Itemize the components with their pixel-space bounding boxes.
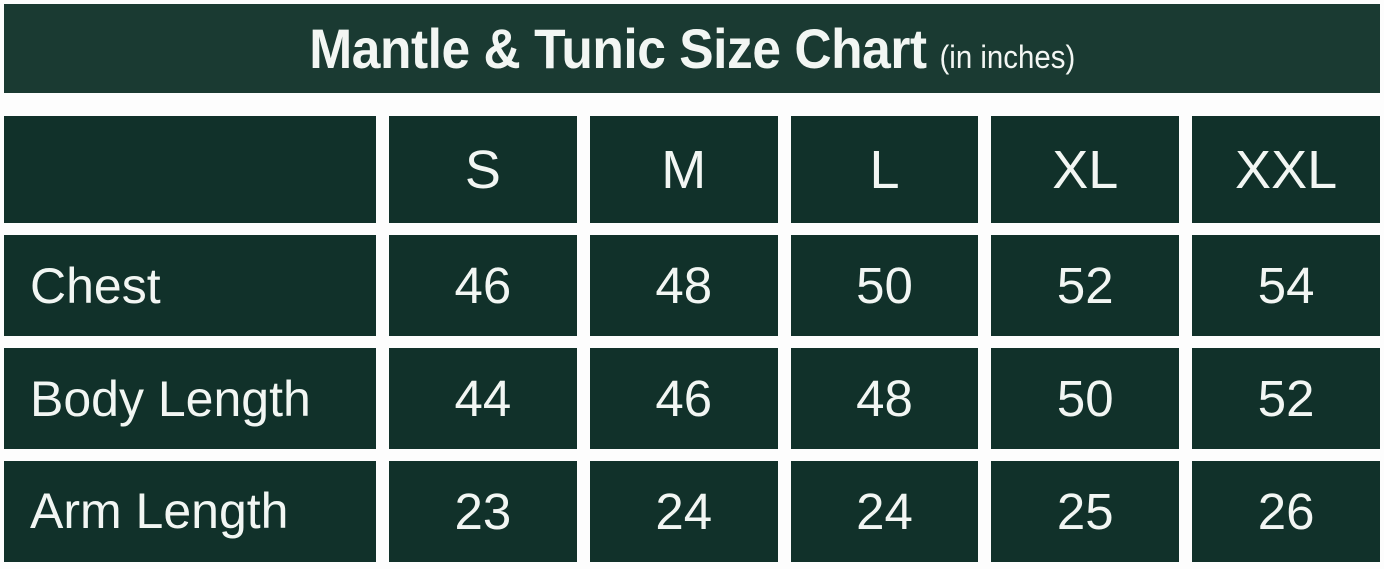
column-header-m: M (589, 116, 778, 224)
row-label-chest: Chest (4, 235, 376, 337)
chart-title: Mantle & Tunic Size Chart (309, 17, 927, 80)
size-table: S M L XL XXL Chest 46 48 50 52 54 Body L… (4, 116, 1380, 562)
cell-chest-xxl: 54 (1192, 235, 1380, 337)
cell-body-length-xl: 50 (991, 348, 1180, 449)
cell-chest-m: 48 (589, 235, 778, 337)
cell-chest-l: 50 (790, 235, 979, 337)
cell-arm-length-xl: 25 (991, 461, 1180, 562)
cell-body-length-m: 46 (589, 348, 778, 449)
cell-body-length-xxl: 52 (1192, 348, 1380, 449)
cell-arm-length-s: 23 (389, 461, 577, 562)
cell-body-length-l: 48 (790, 348, 979, 449)
cell-arm-length-l: 24 (790, 461, 979, 562)
column-header-xl: XL (991, 116, 1180, 224)
row-label-body-length: Body Length (4, 348, 376, 449)
cell-body-length-s: 44 (389, 348, 577, 449)
cell-chest-xl: 52 (991, 235, 1180, 337)
chart-title-line: Mantle & Tunic Size Chart (in inches) (309, 16, 1075, 81)
chart-title-bar: Mantle & Tunic Size Chart (in inches) (4, 4, 1380, 93)
cell-arm-length-xxl: 26 (1192, 461, 1380, 562)
column-header-xxl: XXL (1192, 116, 1380, 224)
column-header-empty (4, 116, 376, 224)
column-header-l: L (790, 116, 979, 224)
row-label-arm-length: Arm Length (4, 461, 376, 562)
cell-chest-s: 46 (389, 235, 577, 337)
cell-arm-length-m: 24 (589, 461, 778, 562)
chart-title-unit: (in inches) (939, 39, 1075, 75)
column-header-s: S (389, 116, 577, 224)
